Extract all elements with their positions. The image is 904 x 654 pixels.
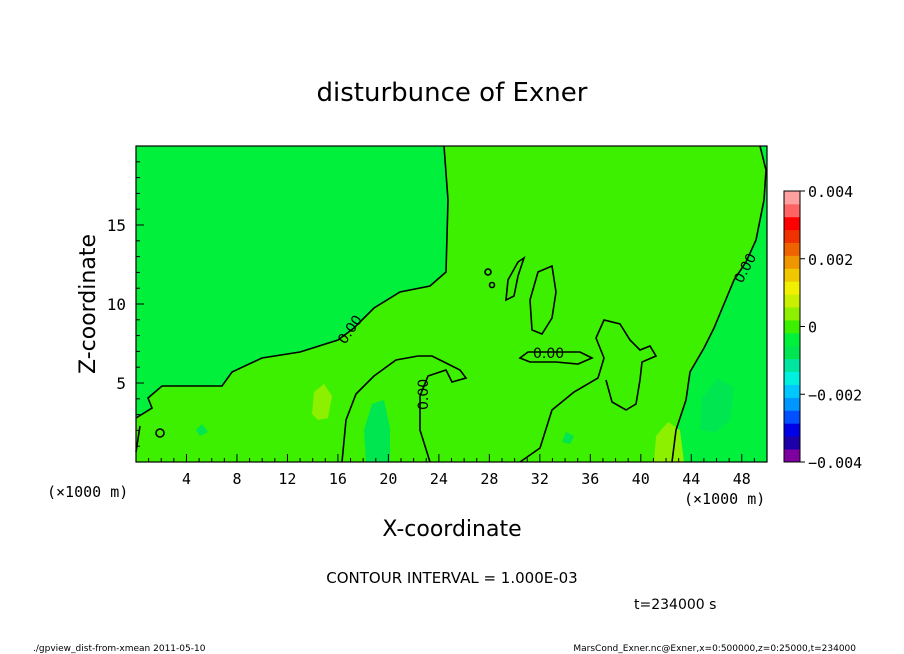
plot-area: 0.00 0.00 0.00 0.00: [135, 145, 768, 463]
colorbar-swatch: [784, 410, 800, 424]
y-axis-label: Z-coordinate: [76, 234, 101, 374]
x-axis-label: X-coordinate: [382, 517, 521, 542]
colorbar-swatch: [784, 203, 800, 218]
colorbar-tick-label: 0.002: [808, 251, 853, 269]
y-tick-label: 10: [107, 295, 126, 314]
negative-pocket-2: [700, 378, 734, 432]
colorbar-tick-label: 0.004: [808, 183, 853, 201]
x-tick-label: 44: [682, 470, 700, 488]
x-tick-label: 40: [632, 470, 650, 488]
colorbar-swatch: [784, 242, 800, 256]
y-tick-label: 5: [116, 374, 126, 393]
x-tick-label: 12: [278, 470, 296, 488]
colorbar-swatch: [784, 449, 800, 463]
x-axis: 4 8 12 16 20 24 28 32 36 40 44 48: [148, 454, 755, 488]
colorbar-swatch: [784, 332, 800, 347]
colorbar-swatch: [784, 320, 800, 334]
x-unit-left: (×1000 m): [47, 483, 128, 501]
x-tick-label: 36: [581, 470, 599, 488]
colorbar-tick-label: 0: [808, 319, 817, 337]
footer-left: ./gpview_dist-from-xmean 2011-05-10: [33, 644, 206, 654]
positive-pocket-1: [312, 384, 332, 420]
colorbar-swatch: [784, 371, 800, 385]
negative-pocket-1: [364, 400, 390, 462]
colorbar: 0.004 0.002 0 −0.002 −0.004: [783, 183, 862, 472]
x-tick-label: 32: [531, 470, 549, 488]
colorbar-swatch: [784, 436, 800, 450]
colorbar-tick-label: −0.004: [808, 454, 862, 472]
x-unit-right: (×1000 m): [684, 490, 765, 508]
x-tick-label: 4: [182, 470, 191, 488]
colorbar-swatch: [784, 423, 800, 437]
y-tick-label: 15: [107, 216, 126, 235]
y-axis: 5 10 15: [107, 161, 144, 447]
colorbar-swatch: [784, 397, 800, 411]
colorbar-tick-label: −0.002: [808, 386, 862, 404]
colorbar-swatch: [784, 281, 800, 295]
colorbar-swatch: [784, 307, 800, 321]
x-tick-label: 8: [232, 470, 241, 488]
positive-region: [136, 146, 766, 462]
chart-title: disturbunce of Exner: [317, 78, 588, 108]
colorbar-swatch: [784, 345, 800, 360]
negative-pocket-3: [562, 432, 574, 444]
colorbar-swatch: [784, 384, 800, 398]
colorbar-swatch: [784, 358, 800, 373]
colorbar-swatch: [784, 216, 800, 231]
x-tick-label: 24: [430, 470, 448, 488]
x-tick-label: 28: [480, 470, 498, 488]
x-tick-label: 16: [329, 470, 347, 488]
colorbar-swatch: [784, 255, 800, 269]
negative-pocket-4: [196, 424, 208, 436]
time-label: t=234000 s: [634, 597, 716, 613]
contour-label: 0.00: [416, 379, 432, 410]
colorbar-swatch: [784, 268, 800, 282]
colorbar-swatch: [784, 229, 800, 244]
x-tick-label: 48: [733, 470, 751, 488]
colorbar-swatch: [784, 191, 800, 205]
colorbar-swatch: [784, 294, 800, 308]
contour-interval: CONTOUR INTERVAL = 1.000E-03: [326, 569, 577, 587]
footer-right: MarsCond_Exner.nc@Exner,x=0:500000,z=0:2…: [573, 644, 856, 654]
x-tick-label: 20: [379, 470, 397, 488]
contour-label: 0.00: [533, 346, 564, 362]
